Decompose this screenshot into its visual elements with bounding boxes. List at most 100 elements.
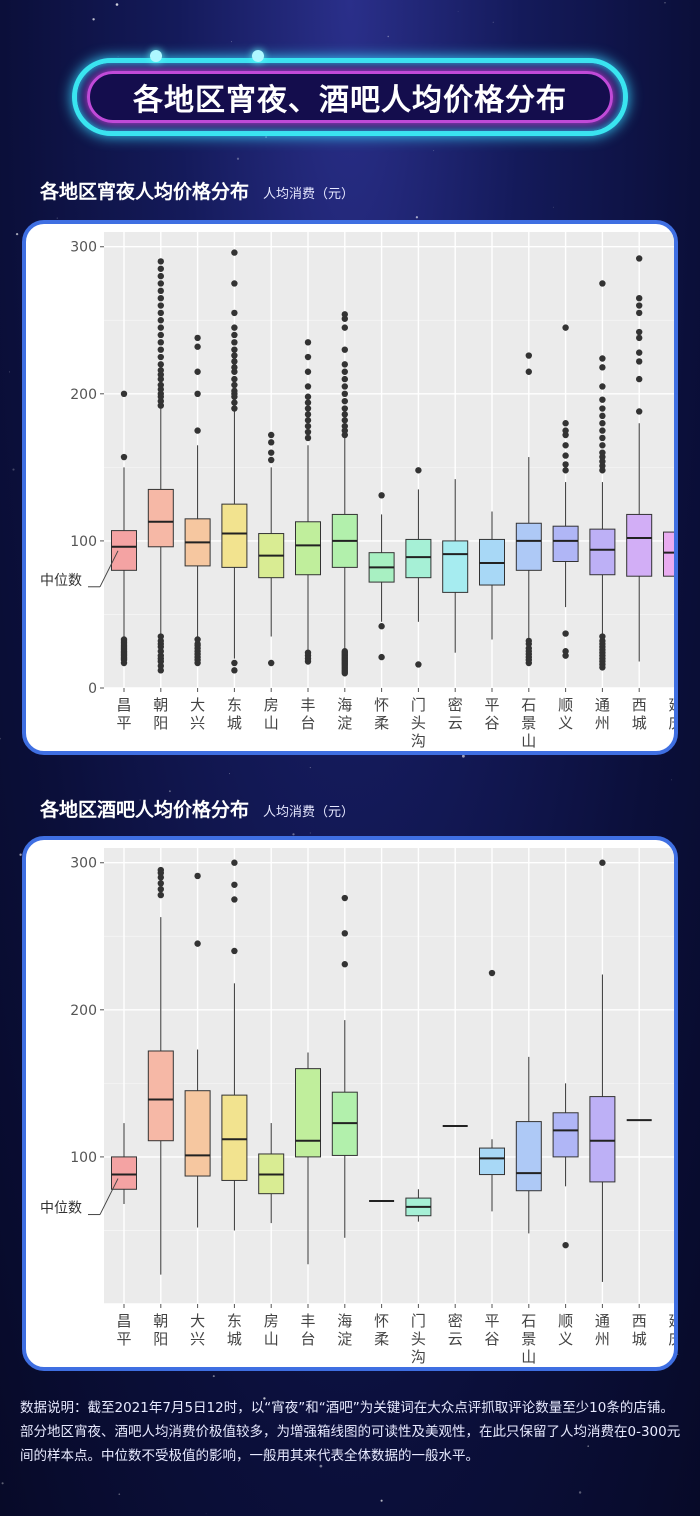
x-tick-char: 城 [632, 1330, 647, 1348]
star [433, 150, 435, 152]
y-tick-label: 200 [70, 387, 97, 403]
outlier-point [157, 891, 164, 899]
outlier-point [157, 294, 164, 302]
outlier-point [599, 633, 606, 640]
x-tick-label-大兴: 大兴 [190, 1312, 205, 1348]
outlier-point [636, 302, 643, 309]
star [319, 1464, 323, 1468]
outlier-point [341, 648, 348, 655]
outlier-point [157, 272, 164, 280]
outlier-point [599, 355, 606, 362]
star [1, 1482, 4, 1485]
box-通州 [589, 528, 616, 576]
x-tick-char: 云 [448, 1330, 463, 1348]
outlier-point [341, 411, 348, 418]
outlier-point [231, 659, 238, 667]
box-平谷 [479, 1147, 505, 1176]
x-tick-label-大兴: 大兴 [190, 696, 205, 732]
x-tick-label-房山: 房山 [264, 696, 279, 732]
x-tick-char: 景 [521, 1330, 536, 1348]
outlier-point [636, 375, 643, 383]
star [139, 799, 141, 801]
outlier-point [157, 375, 164, 383]
bar-boxplot: 100200300昌平朝阳大兴东城房山丰台海淀怀柔门头沟密云平谷石景山顺义通州西… [40, 848, 674, 1366]
outlier-point [341, 431, 348, 439]
x-tick-char: 东 [227, 1312, 242, 1330]
outlier-point [304, 417, 312, 424]
x-tick-char: 朝 [153, 1312, 168, 1330]
outlier-point [599, 859, 606, 866]
outlier-point [304, 368, 312, 375]
outlier-point [304, 399, 312, 406]
outlier-point [157, 371, 164, 378]
x-tick-char: 顺 [558, 696, 573, 714]
y-tick-label: 100 [70, 534, 97, 550]
x-tick-char: 庆 [668, 714, 674, 732]
outlier-point [157, 874, 164, 881]
y-tick-label: 100 [70, 1150, 97, 1166]
outlier-point [415, 661, 422, 668]
x-tick-char: 头 [411, 714, 426, 732]
outlier-point [341, 422, 348, 430]
x-tick-char: 台 [300, 714, 315, 732]
x-tick-label-平谷: 平谷 [484, 1312, 499, 1348]
x-tick-label-怀柔: 怀柔 [374, 1312, 389, 1348]
chart2-card: 100 200 300 昌平 朝阳 大兴 东城 房山 丰台 海淀 怀柔 门头沟 密云 平谷 石景山 顺义 通州西… [22, 836, 678, 1371]
outlier-point [231, 346, 238, 353]
outlier-point [157, 324, 164, 331]
x-tick-char: 海 [337, 1312, 352, 1330]
outlier-point [525, 368, 532, 375]
x-tick-char: 头 [411, 1330, 426, 1348]
outlier-point [341, 368, 348, 375]
outlier-point [157, 880, 164, 887]
chart2-title: 各地区酒吧人均价格分布 [40, 799, 250, 821]
x-tick-char: 密 [448, 696, 463, 714]
star [229, 773, 230, 775]
box-东城 [221, 1094, 248, 1181]
x-tick-char: 山 [521, 732, 536, 750]
outlier-point [599, 280, 606, 287]
star [8, 371, 10, 373]
star [168, 790, 171, 793]
outlier-point [157, 662, 164, 670]
outlier-point [636, 334, 643, 342]
y-tick-label: 0 [88, 681, 97, 697]
outlier-point [157, 280, 164, 287]
outlier-point [304, 383, 312, 390]
x-tick-char: 山 [264, 1330, 279, 1348]
outlier-point [194, 636, 201, 643]
y-tick-label: 300 [70, 856, 97, 872]
outlier-point [231, 896, 238, 903]
outlier-point [157, 885, 164, 893]
outlier-point [341, 361, 348, 368]
outlier-point [157, 331, 164, 339]
x-tick-label-朝阳: 朝阳 [153, 696, 168, 732]
x-tick-char: 谷 [484, 1330, 499, 1348]
outlier-point [231, 352, 238, 359]
x-tick-label-丰台: 丰台 [300, 1312, 315, 1348]
outlier-point [157, 390, 164, 398]
x-tick-char: 城 [632, 714, 647, 732]
x-tick-label-石景山: 石景山 [521, 1312, 536, 1366]
x-tick-char: 大 [190, 1312, 205, 1330]
outlier-point [304, 434, 312, 442]
outlier-point [599, 637, 606, 645]
outlier-point [525, 645, 532, 652]
median-annotation-label: 中位数 [40, 573, 82, 589]
outlier-point [231, 375, 238, 383]
x-tick-label-怀柔: 怀柔 [374, 696, 389, 732]
outlier-point [304, 339, 312, 346]
x-tick-char: 平 [484, 1312, 499, 1330]
outlier-point [157, 265, 164, 272]
star [578, 1491, 582, 1494]
outlier-point [636, 408, 643, 415]
x-tick-char: 城 [227, 714, 242, 732]
x-tick-label-海淀: 海淀 [337, 696, 352, 732]
y-tick-label: 200 [70, 1003, 97, 1019]
outlier-point [636, 294, 643, 302]
box-西城 [626, 513, 653, 577]
x-tick-label-延庆: 延庆 [668, 1312, 674, 1348]
outlier-point [157, 346, 164, 353]
x-tick-label-朝阳: 朝阳 [153, 1312, 168, 1348]
outlier-point [562, 1241, 569, 1249]
